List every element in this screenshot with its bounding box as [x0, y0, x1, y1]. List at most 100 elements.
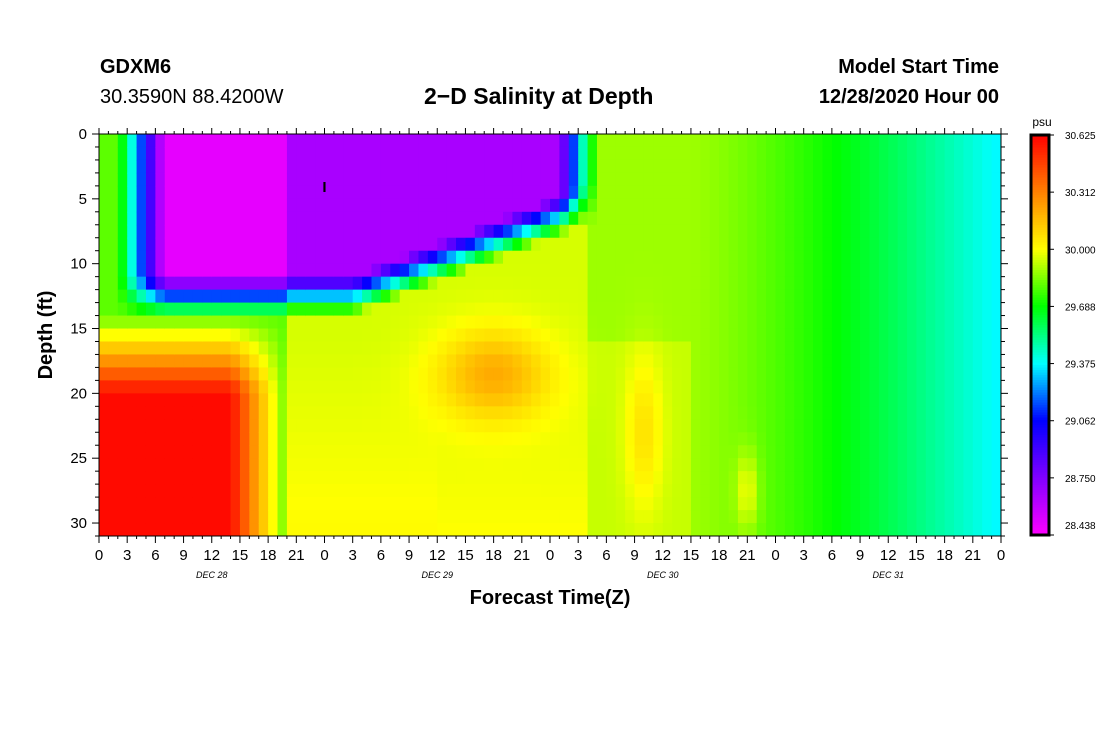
heatmap-cell [380, 198, 391, 213]
heatmap-cell [897, 211, 908, 226]
heatmap-cell [747, 393, 758, 407]
colorbar-segment [1031, 240, 1049, 244]
heatmap-cell [145, 185, 156, 200]
x-tick-label: 3 [574, 547, 582, 564]
heatmap-cell [211, 211, 222, 226]
heatmap-cell [324, 367, 335, 381]
heatmap-cell [634, 484, 645, 498]
heatmap-cell [493, 263, 504, 278]
heatmap-cell [916, 471, 927, 485]
heatmap-cell [202, 484, 213, 498]
heatmap-cell [230, 172, 241, 187]
heatmap-cell [136, 484, 147, 498]
heatmap-cell [728, 211, 739, 226]
heatmap-cell [578, 432, 589, 446]
heatmap-cell [155, 146, 166, 161]
heatmap-cell [521, 354, 532, 369]
heatmap-cell [653, 315, 664, 330]
colorbar-tick-label: 30.625 [1065, 131, 1096, 142]
heatmap-cell [493, 198, 504, 213]
heatmap-cell [117, 406, 128, 420]
heatmap-cell [456, 471, 467, 485]
colorbar-segment [1031, 340, 1049, 344]
heatmap-cell [606, 224, 617, 239]
heatmap-cell [878, 159, 889, 174]
heatmap-cell [296, 185, 307, 200]
heatmap-cell [719, 458, 730, 472]
heatmap-cell [954, 237, 965, 252]
heatmap-cell [681, 380, 692, 394]
heatmap-cell [258, 367, 269, 381]
heatmap-cell [690, 328, 701, 343]
heatmap-cell [305, 134, 316, 148]
heatmap-cell [418, 380, 429, 394]
heatmap-cell [380, 432, 391, 446]
heatmap-cell [333, 380, 344, 394]
heatmap-cell [916, 328, 927, 343]
heatmap-cell [653, 510, 664, 524]
heatmap-cell [737, 276, 748, 291]
heatmap-cell [625, 185, 636, 200]
heatmap-cell [747, 302, 758, 317]
heatmap-cell [775, 198, 786, 213]
heatmap-cell [155, 159, 166, 174]
heatmap-cell [117, 380, 128, 394]
heatmap-cell [615, 419, 626, 433]
heatmap-cell [531, 432, 542, 446]
heatmap-cell [662, 146, 673, 161]
heatmap-cell [540, 406, 551, 420]
heatmap-cell [700, 302, 711, 317]
heatmap-cell [465, 393, 476, 407]
heatmap-cell [418, 315, 429, 330]
heatmap-cell [982, 172, 993, 187]
heatmap-cell [221, 211, 232, 226]
heatmap-cell [192, 510, 203, 524]
heatmap-cell [324, 302, 335, 317]
heatmap-cell [578, 276, 589, 291]
heatmap-cell [653, 432, 664, 446]
heatmap-cell [587, 393, 598, 407]
heatmap-cell [925, 159, 936, 174]
heatmap-cell [897, 146, 908, 161]
heatmap-cell [239, 211, 250, 226]
heatmap-cell [653, 367, 664, 381]
heatmap-cell [672, 276, 683, 291]
heatmap-cell [634, 198, 645, 213]
heatmap-cell [540, 354, 551, 369]
heatmap-cell [766, 432, 777, 446]
heatmap-cell [709, 134, 720, 148]
heatmap-cell [540, 198, 551, 213]
heatmap-cell [737, 185, 748, 200]
heatmap-cell [136, 263, 147, 278]
heatmap-cell [606, 315, 617, 330]
heatmap-cell [803, 341, 814, 356]
heatmap-cell [916, 367, 927, 381]
heatmap-cell [174, 328, 185, 343]
heatmap-cell [305, 484, 316, 498]
heatmap-cell [127, 172, 138, 187]
heatmap-cell [944, 510, 955, 524]
heatmap-cell [456, 211, 467, 226]
heatmap-cell [512, 276, 523, 291]
heatmap-cell [202, 367, 213, 381]
heatmap-cell [681, 146, 692, 161]
heatmap-cell [944, 263, 955, 278]
heatmap-cell [531, 250, 542, 265]
heatmap-cell [662, 523, 673, 536]
heatmap-cell [860, 224, 871, 239]
heatmap-cell [841, 393, 852, 407]
heatmap-cell [784, 458, 795, 472]
heatmap-cell [531, 134, 542, 148]
heatmap-cell [897, 471, 908, 485]
heatmap-cell [690, 419, 701, 433]
heatmap-cell [700, 250, 711, 265]
heatmap-cell [164, 328, 175, 343]
heatmap-cell [972, 211, 983, 226]
heatmap-cell [390, 289, 401, 304]
heatmap-cell [794, 367, 805, 381]
heatmap-cell [211, 289, 222, 304]
heatmap-cell [521, 367, 532, 381]
heatmap-cell [465, 250, 476, 265]
heatmap-cell [174, 250, 185, 265]
heatmap-cell [531, 458, 542, 472]
